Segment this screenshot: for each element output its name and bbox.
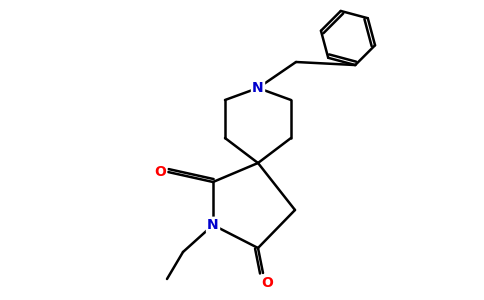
Text: N: N: [207, 218, 219, 232]
Text: O: O: [261, 276, 273, 290]
Text: N: N: [252, 81, 264, 95]
Text: O: O: [154, 165, 166, 179]
